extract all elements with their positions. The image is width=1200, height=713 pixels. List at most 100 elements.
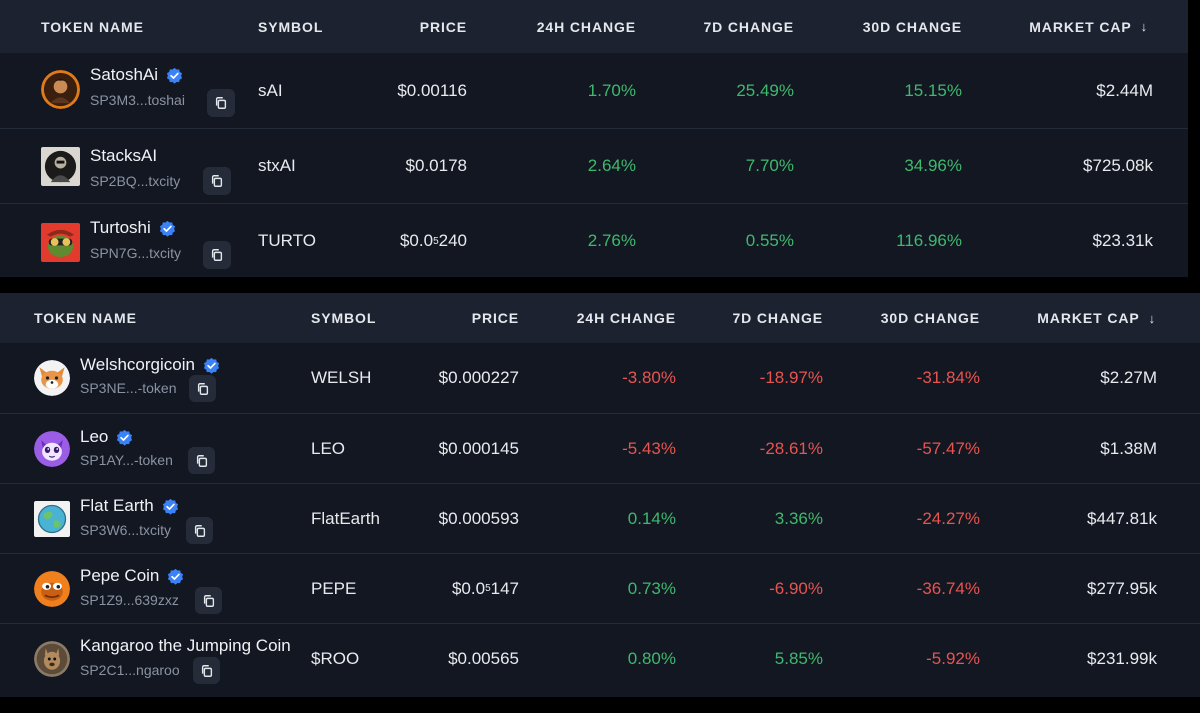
verified-badge-icon: [162, 498, 179, 515]
token-name-cell[interactable]: Pepe Coin: [80, 565, 184, 587]
price-zero-count: 5: [485, 583, 491, 594]
header-token-name[interactable]: TOKEN NAME: [41, 18, 144, 35]
copy-address-button[interactable]: [188, 447, 215, 474]
arrow-down-icon: ↓: [1148, 310, 1156, 326]
change-7d: 7.70%: [745, 156, 794, 175]
token-price: $0.00116: [397, 80, 467, 100]
header-market-cap-label: MARKET CAP: [1037, 310, 1140, 326]
header-24h-change[interactable]: 24H CHANGE: [576, 310, 676, 326]
token-address: SPN7G...txcity: [90, 245, 182, 261]
market-cap: $447.81k: [1087, 508, 1157, 528]
price-zero-count: 5: [433, 235, 439, 247]
header-30d-change[interactable]: 30D CHANGE: [862, 18, 962, 35]
table-row[interactable]: SatoshAi SP3M3...toshai sAI $0.00116 1.7…: [0, 53, 1188, 128]
token-avatar-turtoshi: [41, 223, 80, 262]
copy-address-button[interactable]: [193, 657, 220, 684]
verified-badge-icon: [116, 429, 133, 446]
token-name-cell[interactable]: Flat Earth: [80, 495, 179, 517]
table-row[interactable]: Turtoshi SPN7G...txcity TURTO $0.0 5 240 2…: [0, 203, 1188, 277]
change-7d: -18.97%: [759, 368, 823, 387]
market-cap: $23.31k: [1092, 231, 1154, 250]
price-prefix: $0.0: [451, 578, 486, 598]
price-prefix: $0.0: [399, 231, 434, 250]
header-7d-change[interactable]: 7D CHANGE: [732, 310, 823, 326]
copy-icon: [197, 382, 208, 395]
table-header: TOKEN NAME SYMBOL PRICE 24H CHANGE 7D CH…: [0, 0, 1188, 53]
token-price: $0.000145: [438, 438, 519, 458]
token-symbol: sAI: [258, 80, 283, 100]
table-row[interactable]: Pepe Coin SP1Z9...639zxz PEPE $0.0 5 147 0…: [0, 553, 1200, 623]
header-symbol[interactable]: SYMBOL: [258, 18, 324, 35]
token-name-cell[interactable]: Welshcorgicoin: [80, 354, 220, 376]
change-24h: 2.76%: [587, 231, 636, 250]
copy-icon: [211, 175, 223, 187]
token-name: Welshcorgicoin: [80, 355, 195, 374]
token-avatar-pepe-coin: [34, 571, 70, 607]
token-avatar-stacksai: [41, 147, 80, 186]
token-symbol: LEO: [311, 438, 346, 458]
token-price: $0.0178: [405, 156, 467, 175]
market-cap: $2.27M: [1100, 368, 1157, 387]
table-row[interactable]: StacksAI SP2BQ...txcity stxAI $0.0178 2.…: [0, 128, 1188, 203]
change-30d: -31.84%: [916, 368, 980, 387]
token-name: StacksAI: [90, 146, 158, 165]
header-token-name[interactable]: TOKEN NAME: [34, 310, 137, 326]
token-name: Flat Earth: [80, 496, 154, 515]
token-symbol: WELSH: [311, 368, 372, 387]
table-row[interactable]: Kangaroo the Jumping Coin SP2C1...ngaroo…: [0, 623, 1200, 693]
price-digits: 240: [438, 231, 467, 250]
header-market-cap[interactable]: MARKET CAP ↓: [1037, 293, 1156, 343]
copy-icon: [203, 594, 214, 607]
token-symbol: $ROO: [311, 648, 360, 668]
copy-address-button[interactable]: [203, 167, 231, 195]
token-avatar-leo: [34, 431, 70, 467]
verified-badge-icon: [203, 357, 220, 374]
token-name-cell[interactable]: Leo: [80, 426, 133, 448]
token-name: Pepe Coin: [80, 566, 160, 585]
token-name-cell[interactable]: Kangaroo the Jumping Coin: [80, 635, 291, 657]
token-price: $0.0 5 147: [452, 554, 519, 623]
copy-icon: [194, 524, 205, 537]
copy-address-button[interactable]: [195, 587, 222, 614]
token-name-cell[interactable]: Turtoshi: [90, 217, 176, 239]
change-24h: -3.80%: [622, 368, 676, 387]
header-30d-change[interactable]: 30D CHANGE: [880, 310, 980, 326]
token-name-cell[interactable]: SatoshAi: [90, 64, 183, 86]
change-24h: -5.43%: [622, 438, 676, 458]
token-address: SP2C1...ngaroo: [80, 662, 180, 678]
table-row[interactable]: Flat Earth SP3W6...txcity FlatEarth $0.0…: [0, 483, 1200, 553]
change-30d: -57.47%: [916, 438, 980, 458]
copy-address-button[interactable]: [203, 241, 231, 269]
verified-badge-icon: [166, 67, 183, 84]
token-address: SP3M3...toshai: [90, 92, 185, 108]
token-name: Leo: [80, 427, 109, 446]
change-30d: -24.27%: [916, 508, 980, 528]
change-24h: 2.64%: [587, 156, 636, 175]
market-cap: $277.95k: [1087, 578, 1157, 598]
header-price[interactable]: PRICE: [419, 18, 467, 35]
table-row[interactable]: Welshcorgicoin SP3NE...-token WELSH $0.0…: [0, 343, 1200, 413]
token-avatar-welshcorgicoin: [34, 360, 70, 396]
header-24h-change[interactable]: 24H CHANGE: [536, 18, 636, 35]
token-name-cell[interactable]: StacksAI: [90, 145, 157, 167]
token-avatar-flat-earth: [34, 501, 70, 537]
header-symbol[interactable]: SYMBOL: [311, 310, 377, 326]
change-7d: -28.61%: [759, 438, 823, 458]
copy-icon: [196, 454, 207, 467]
token-address: SP1Z9...639zxz: [80, 592, 179, 608]
copy-address-button[interactable]: [207, 89, 235, 117]
token-symbol: TURTO: [258, 231, 316, 250]
header-market-cap[interactable]: MARKET CAP ↓: [1029, 0, 1148, 53]
token-name: SatoshAi: [90, 65, 159, 84]
token-price: $0.000227: [438, 368, 519, 387]
change-30d: 34.96%: [904, 156, 962, 175]
arrow-down-icon: ↓: [1140, 19, 1148, 34]
token-address: SP1AY...-token: [80, 452, 173, 468]
copy-address-button[interactable]: [186, 517, 213, 544]
header-market-cap-label: MARKET CAP: [1029, 18, 1132, 35]
header-7d-change[interactable]: 7D CHANGE: [703, 18, 794, 35]
copy-address-button[interactable]: [189, 375, 216, 402]
header-price[interactable]: PRICE: [471, 310, 519, 326]
table-row[interactable]: Leo SP1AY...-token LEO $0.000145 -5.43% …: [0, 413, 1200, 483]
change-7d: 5.85%: [774, 648, 823, 668]
